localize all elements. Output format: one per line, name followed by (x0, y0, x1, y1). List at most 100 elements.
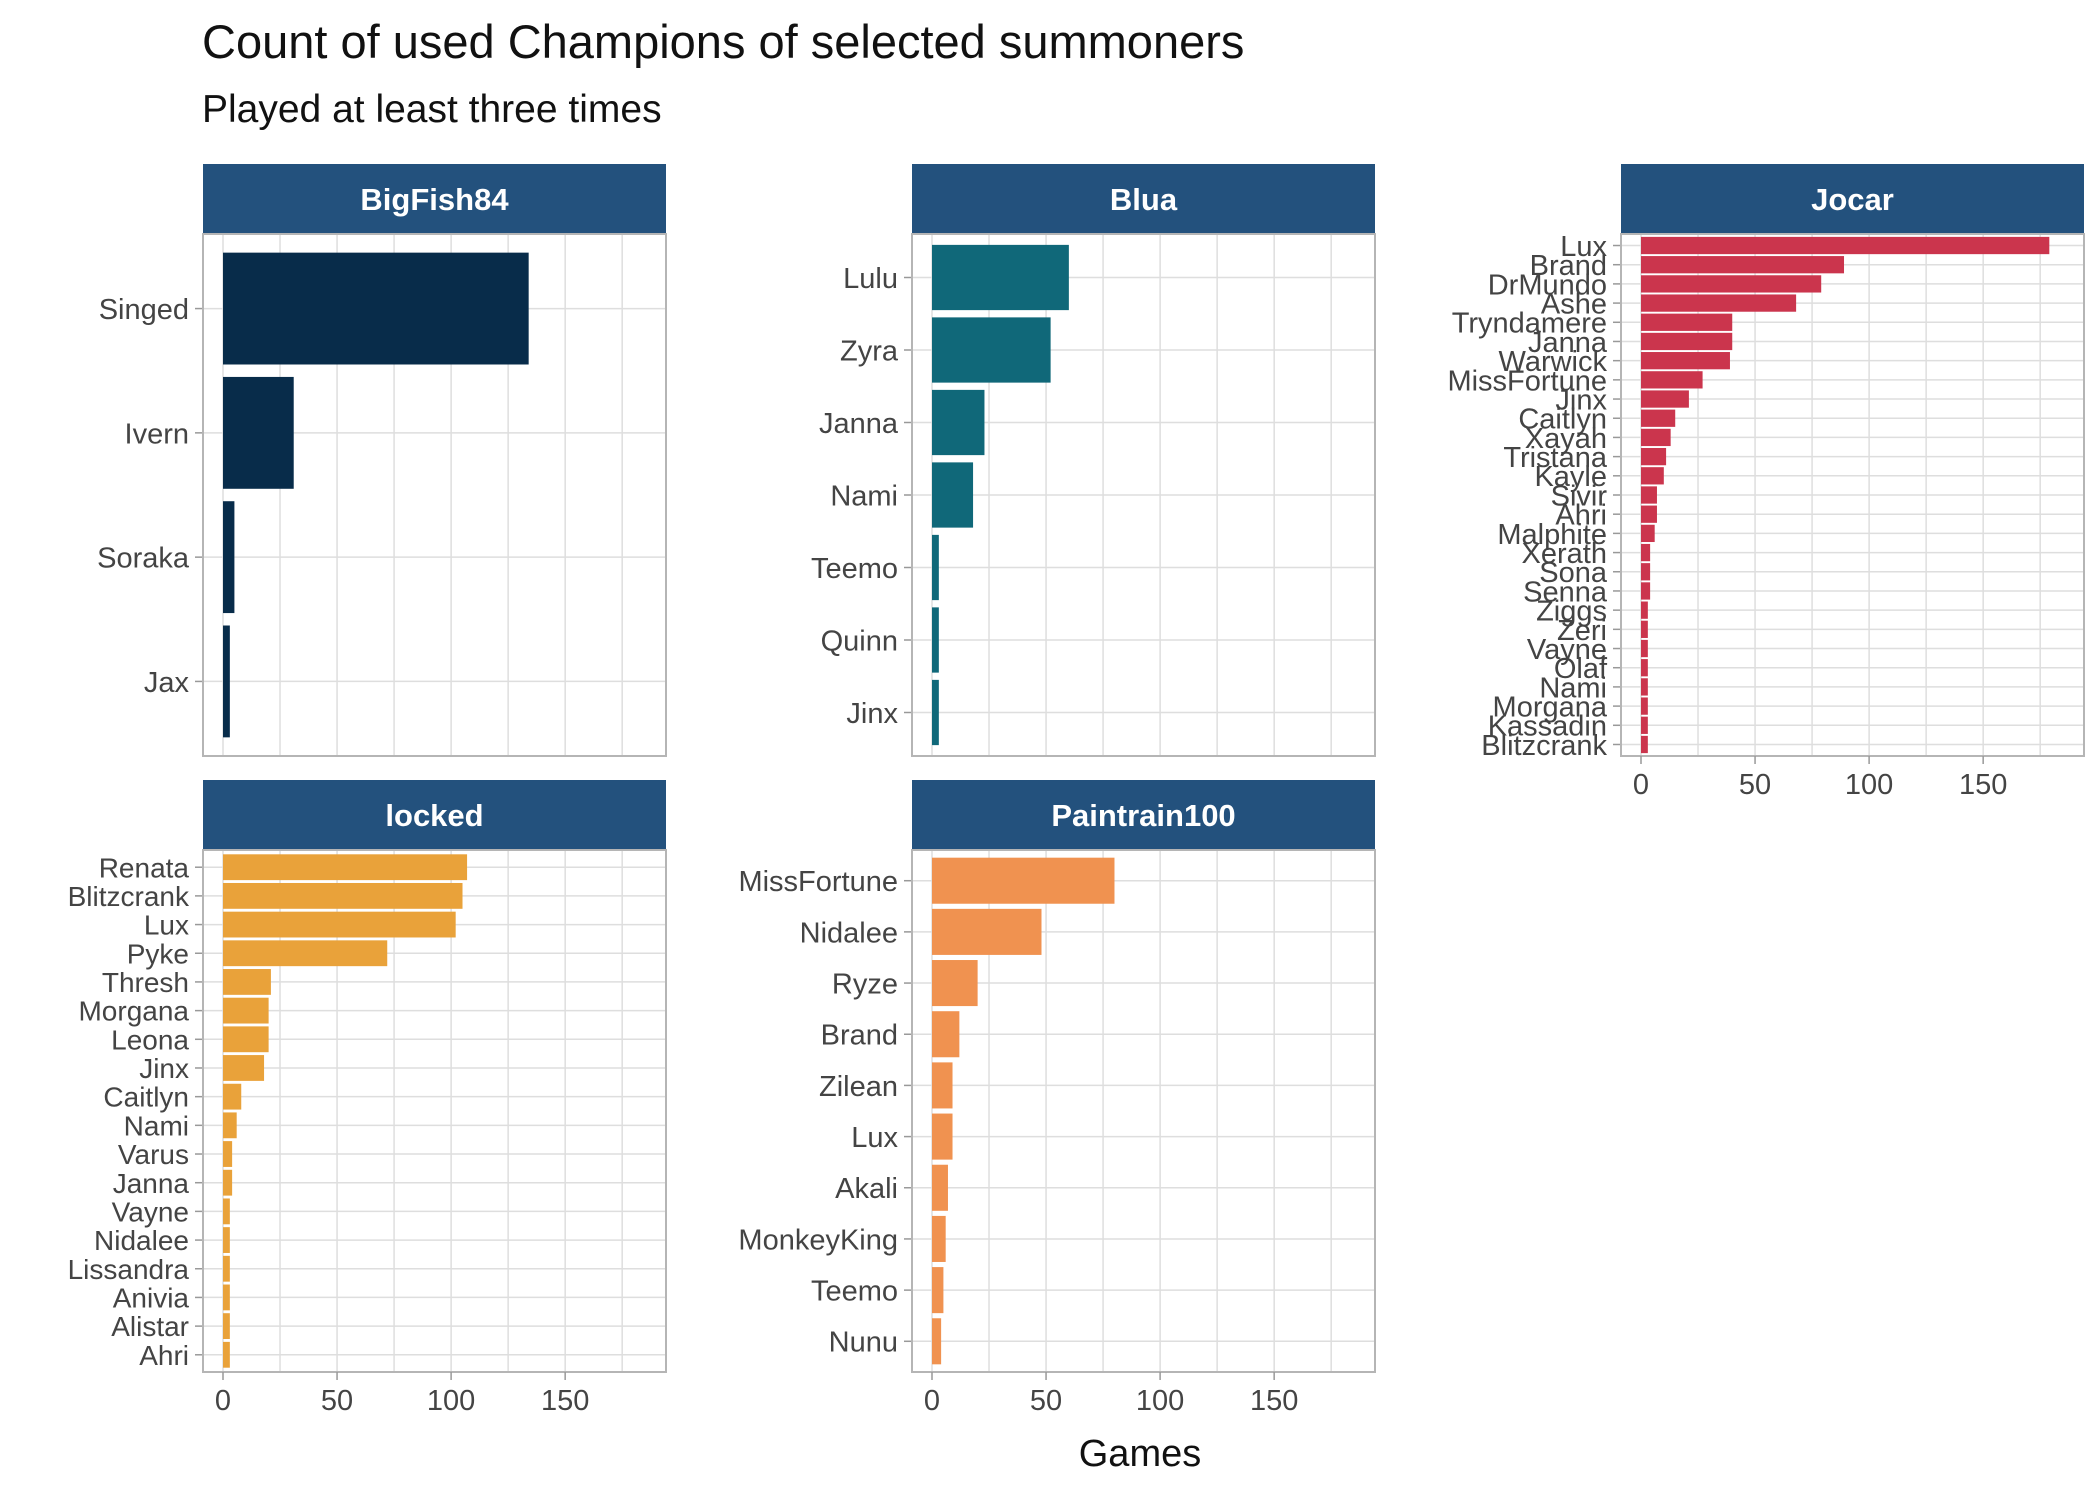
bar (1641, 563, 1651, 581)
bar (1641, 716, 1648, 734)
y-tick-label: Varus (118, 1139, 189, 1170)
bar (1641, 313, 1733, 331)
bar (1641, 735, 1648, 754)
bar (1641, 601, 1648, 619)
facet-strip (203, 164, 666, 234)
bar (223, 911, 456, 938)
bar (223, 625, 230, 738)
y-tick-label: Nidalee (800, 917, 898, 949)
y-tick-label: MissFortune (738, 866, 898, 898)
bar (223, 1341, 230, 1368)
bar (1641, 371, 1703, 389)
y-tick-label: Caitlyn (103, 1082, 189, 1113)
bar (1641, 256, 1845, 274)
facet-strip (912, 164, 1375, 234)
facet-strip-label: Paintrain100 (1051, 798, 1235, 833)
bar (223, 1313, 230, 1340)
facet-strip-label: Blua (1110, 182, 1178, 217)
bar (1641, 697, 1648, 715)
bar (223, 501, 235, 614)
bar (223, 1026, 269, 1053)
chart-title: Count of used Champions of selected summ… (202, 15, 1245, 68)
y-tick-label: Tristana (1503, 442, 1608, 474)
y-tick-label: MissFortune (1447, 365, 1607, 397)
y-tick-label: Caitlyn (1518, 404, 1607, 436)
facet-strip-label: locked (385, 798, 483, 833)
bar (1641, 390, 1689, 408)
bar (223, 969, 271, 995)
facet-strip-label: BigFish84 (360, 182, 509, 217)
bar (932, 462, 974, 528)
y-tick-label: Kassadin (1488, 711, 1607, 743)
facet-panel: locked RenataBlitzcrankLuxPykeThreshMorga… (68, 780, 667, 1417)
y-tick-label: Ziggs (1536, 596, 1607, 628)
y-tick-label: DrMundo (1488, 269, 1607, 301)
x-tick-label: 50 (321, 1385, 353, 1417)
y-tick-label: Malphite (1497, 519, 1607, 551)
bar (1641, 678, 1648, 696)
y-tick-label: Alistar (111, 1311, 189, 1342)
bar (1641, 486, 1657, 504)
bar (1641, 447, 1667, 466)
bar (223, 1169, 233, 1196)
bar (932, 1215, 946, 1262)
y-tick-label: Lissandra (68, 1254, 190, 1285)
panel-border (1620, 233, 2085, 757)
y-tick-label: Tryndamere (1452, 308, 1607, 340)
y-tick-label: Lux (1560, 231, 1607, 263)
bar (932, 1113, 953, 1160)
y-tick-label: Brand (821, 1020, 898, 1052)
y-tick-label: Leona (111, 1024, 189, 1055)
y-tick-label: Lux (144, 910, 189, 941)
facet-panel: Blua Lulu Zyra Janna Nami Teemo Quinn Jinx (811, 164, 1376, 757)
y-tick-label: Lulu (843, 263, 898, 295)
y-tick-label: Xayah (1525, 423, 1607, 455)
facet-panel: BigFish84 Singed Ivern Soraka Jax (97, 164, 667, 757)
bar (223, 1198, 230, 1225)
y-tick-label: Jax (144, 667, 190, 699)
bar (1641, 639, 1648, 658)
bar (223, 997, 269, 1024)
y-tick-label: Pyke (127, 938, 189, 969)
y-tick-label: Nami (830, 480, 898, 512)
y-tick-label: Anivia (113, 1283, 190, 1314)
y-tick-label: Olaf (1554, 653, 1608, 685)
y-tick-label: Morgana (1493, 692, 1608, 724)
bar (932, 389, 985, 456)
y-tick-label: Senna (1523, 576, 1608, 608)
x-tick-label: 100 (427, 1385, 475, 1417)
x-tick-label: 0 (215, 1385, 231, 1417)
bar (932, 1011, 960, 1058)
x-tick-label: 0 (1633, 769, 1649, 801)
bar (223, 376, 294, 489)
bar (1641, 582, 1651, 600)
bar (223, 1055, 265, 1081)
chart-subtitle: Played at least three times (202, 88, 662, 131)
x-tick-label: 100 (1136, 1385, 1184, 1417)
y-tick-label: Vayne (1527, 634, 1607, 666)
y-tick-label: Nunu (829, 1327, 898, 1359)
bar (1641, 409, 1676, 427)
bar (932, 1267, 944, 1314)
x-tick-label: 150 (1250, 1385, 1298, 1417)
x-tick-label: 50 (1739, 769, 1771, 801)
y-tick-label: Zeri (1557, 615, 1607, 647)
facet-panel: Jocar LuxBrandDrMundoAsheTryndamereJannaW… (1447, 164, 2085, 801)
y-tick-label: Janna (113, 1168, 190, 1199)
bar (932, 960, 978, 1007)
bar (1641, 524, 1655, 543)
bar (223, 1112, 237, 1139)
bar (932, 1318, 942, 1365)
x-tick-label: 50 (1030, 1385, 1062, 1417)
y-tick-label: Ivern (125, 418, 189, 450)
bar (932, 857, 1115, 904)
panel-border (202, 233, 667, 757)
bar (223, 1141, 233, 1167)
bar (223, 940, 388, 967)
y-tick-label: Nami (124, 1110, 189, 1141)
bar (223, 252, 529, 365)
x-tick-label: 150 (1959, 769, 2007, 801)
y-tick-label: Soraka (97, 543, 190, 575)
x-tick-label: 0 (924, 1385, 940, 1417)
y-tick-label: Janna (819, 408, 899, 440)
